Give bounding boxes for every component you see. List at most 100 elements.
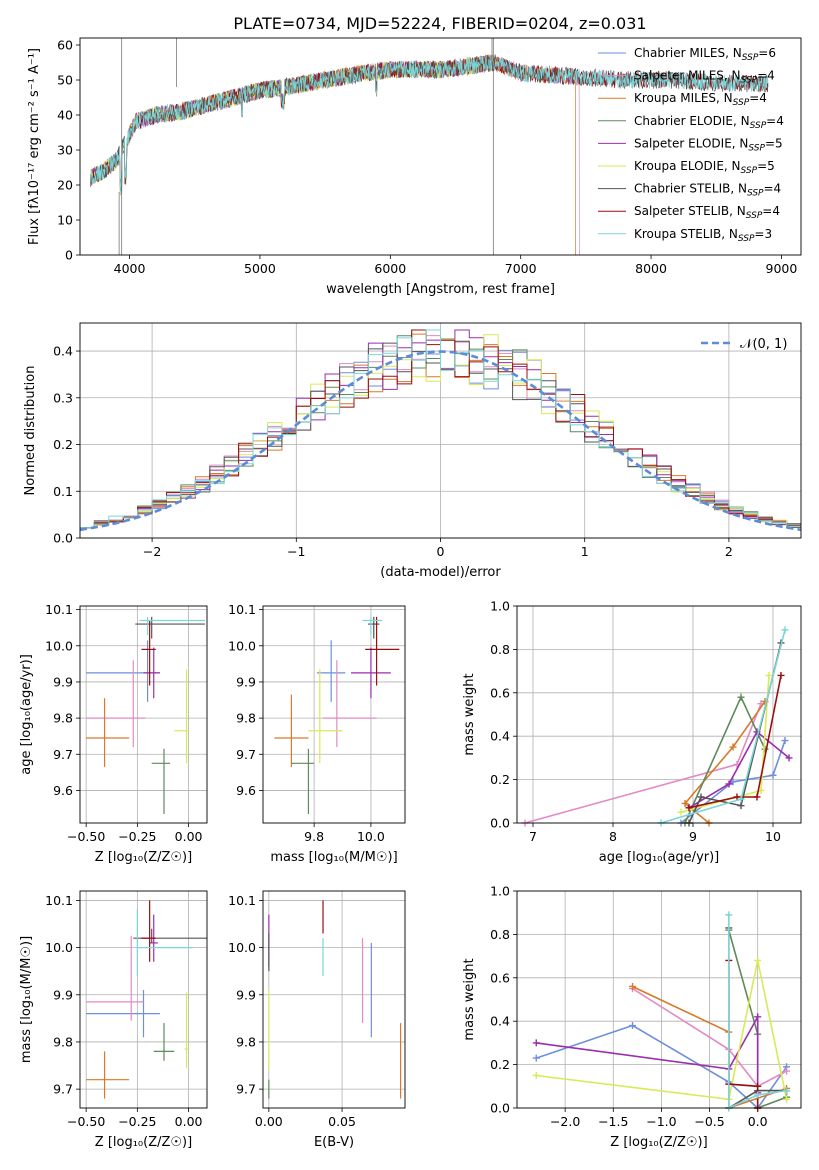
weight-marker <box>754 1013 762 1021</box>
x-tick-label: 10.0 <box>357 829 385 844</box>
y-axis-label: mass [log₁₀(M/M☉)] <box>19 936 34 1063</box>
y-tick-label: 10.0 <box>45 940 73 955</box>
x-tick-label: −2.0 <box>550 1114 580 1129</box>
y-tick-label: 0.1 <box>53 484 73 499</box>
x-tick-label: −0.5 <box>694 1114 724 1129</box>
legend-entry: Chabrier STELIB, NSSP=4 <box>634 182 781 199</box>
plot-area <box>521 626 793 827</box>
y-tick-label: 9.8 <box>53 711 73 726</box>
plot-area <box>86 616 205 814</box>
weight-line <box>680 740 786 824</box>
weight-marker <box>737 795 745 803</box>
y-tick-label: 9.8 <box>236 711 256 726</box>
axes-frame <box>516 605 802 824</box>
y-tick-label: 10.1 <box>45 893 73 908</box>
axes-frame <box>79 605 208 824</box>
x-tick-label: 0.00 <box>255 1114 283 1129</box>
weight-line <box>688 730 790 809</box>
y-tick-label: 0 <box>65 248 73 263</box>
plot-area <box>86 900 207 1099</box>
x-tick-label: 0.0 <box>748 1114 768 1129</box>
y-tick-label: 9.6 <box>236 783 256 798</box>
plot-area <box>268 900 402 1099</box>
legend-entry: 𝒩(0, 1) <box>740 337 787 352</box>
x-tick-label: −0.50 <box>67 829 105 844</box>
panel-mass_vs_Z: −0.50 −0.25 0.00 9.7 9.8 9.9 10.0 10.1 Z [log₁₀(… <box>19 890 208 1150</box>
x-tick-label: 7000 <box>505 261 537 276</box>
weight-line <box>524 703 762 824</box>
y-tick-label: 0.8 <box>490 642 510 657</box>
legend: 𝒩(0, 1) <box>701 337 787 352</box>
x-tick-label: 8 <box>609 829 617 844</box>
y-tick-label: 9.9 <box>53 987 73 1002</box>
weight-marker <box>783 1095 791 1103</box>
weight-marker <box>785 754 793 762</box>
y-axis-label: Flux [fλ10⁻¹⁷ erg cm⁻² s⁻¹ A⁻¹] <box>27 48 42 245</box>
legend-entry: Kroupa MILES, NSSP=4 <box>634 91 767 108</box>
weight-marker <box>781 626 789 634</box>
weight-marker <box>629 982 637 990</box>
x-tick-label: 0.00 <box>175 1114 203 1129</box>
panel-mass_vs_EBV: 0.00 0.05 9.7 9.8 9.9 10.0 10.1 E(B-V) <box>228 890 406 1150</box>
x-tick-label: 0.05 <box>328 1114 356 1129</box>
x-tick-label: 8000 <box>635 261 667 276</box>
y-tick-label: 10.1 <box>45 602 73 617</box>
y-tick-label: 10 <box>57 213 73 228</box>
weight-marker <box>685 804 693 812</box>
x-tick-label: 6000 <box>374 261 406 276</box>
weight-marker <box>783 1067 791 1075</box>
weight-marker <box>753 793 761 801</box>
y-tick-label: 0.2 <box>490 772 510 787</box>
x-axis-label: mass [log₁₀(M/M☉)] <box>270 850 397 865</box>
weight-marker <box>777 671 785 679</box>
y-tick-label: 10.0 <box>228 940 256 955</box>
x-axis-label: Z [log₁₀(Z/Z☉)] <box>95 1135 192 1150</box>
x-tick-label: 9 <box>689 829 697 844</box>
weight-marker <box>733 793 741 801</box>
legend-entry: Kroupa ELODIE, NSSP=5 <box>634 159 775 176</box>
y-tick-label: 10.0 <box>228 638 256 653</box>
y-tick-label: 9.6 <box>53 783 73 798</box>
x-tick-label: −1.0 <box>646 1114 676 1129</box>
weight-marker <box>754 956 762 964</box>
weight-marker <box>737 802 745 810</box>
x-axis-label: (data-model)/error <box>380 565 501 580</box>
y-tick-label: 40 <box>57 108 73 123</box>
figure-title: PLATE=0734, MJD=52224, FIBERID=0204, z=0… <box>233 14 646 33</box>
legend-entry: Salpeter ELODIE, NSSP=5 <box>634 136 783 153</box>
x-tick-label: 5000 <box>244 261 276 276</box>
weight-marker <box>677 808 685 816</box>
y-tick-label: 0.0 <box>490 816 510 831</box>
panel-residuals: −2 −1 0 1 2 0.0 0.1 0.2 0.3 0.4 (data-model)/error… <box>23 322 802 580</box>
x-tick-label: −2 <box>143 544 161 559</box>
weight-line <box>660 629 786 824</box>
weight-marker <box>532 1071 540 1079</box>
panel-age_vs_mass: 9.8 10.0 9.6 9.7 9.8 9.9 10.0 10.1 mass [log₁₀(M… <box>228 602 406 865</box>
y-tick-label: 0.8 <box>490 927 510 942</box>
weight-marker <box>532 1054 540 1062</box>
y-tick-label: 50 <box>57 73 73 88</box>
y-tick-label: 0.2 <box>490 1057 510 1072</box>
x-tick-label: 1 <box>581 544 589 559</box>
y-tick-label: 0.6 <box>490 970 510 985</box>
spectrum-line <box>90 55 769 193</box>
spectrum-line <box>90 54 769 188</box>
y-tick-label: 9.9 <box>236 674 256 689</box>
axes-frame <box>79 890 208 1109</box>
weight-marker <box>725 911 733 919</box>
y-tick-label: 0.4 <box>53 344 73 359</box>
x-tick-label: 9000 <box>766 261 798 276</box>
legend: Chabrier MILES, NSSP=6 Salpeter MILES, NS… <box>598 46 784 244</box>
y-tick-label: 0.3 <box>53 390 73 405</box>
weight-line <box>683 701 766 824</box>
panels: 4000 5000 6000 7000 8000 90000102030405060wav… <box>19 38 802 1150</box>
plot-area <box>274 616 400 814</box>
x-axis-label: wavelength [Angstrom, rest frame] <box>326 282 555 297</box>
x-tick-label: −0.25 <box>118 829 156 844</box>
y-tick-label: 0.0 <box>53 531 73 546</box>
legend-entry: Kroupa STELIB, NSSP=3 <box>634 227 772 244</box>
panel-age_vs_Z: −0.50 −0.25 0.00 9.6 9.7 9.8 9.9 10.0 10.1 Z [log… <box>19 602 208 865</box>
panel-weight_vs_Z: −2.0 −1.5 −1.0 −0.5 0.0 0.0 0.2 0.4 0.6 0.8 1.0 Z [… <box>462 884 802 1150</box>
weight-marker <box>629 1022 637 1030</box>
weight-marker <box>754 1091 762 1099</box>
